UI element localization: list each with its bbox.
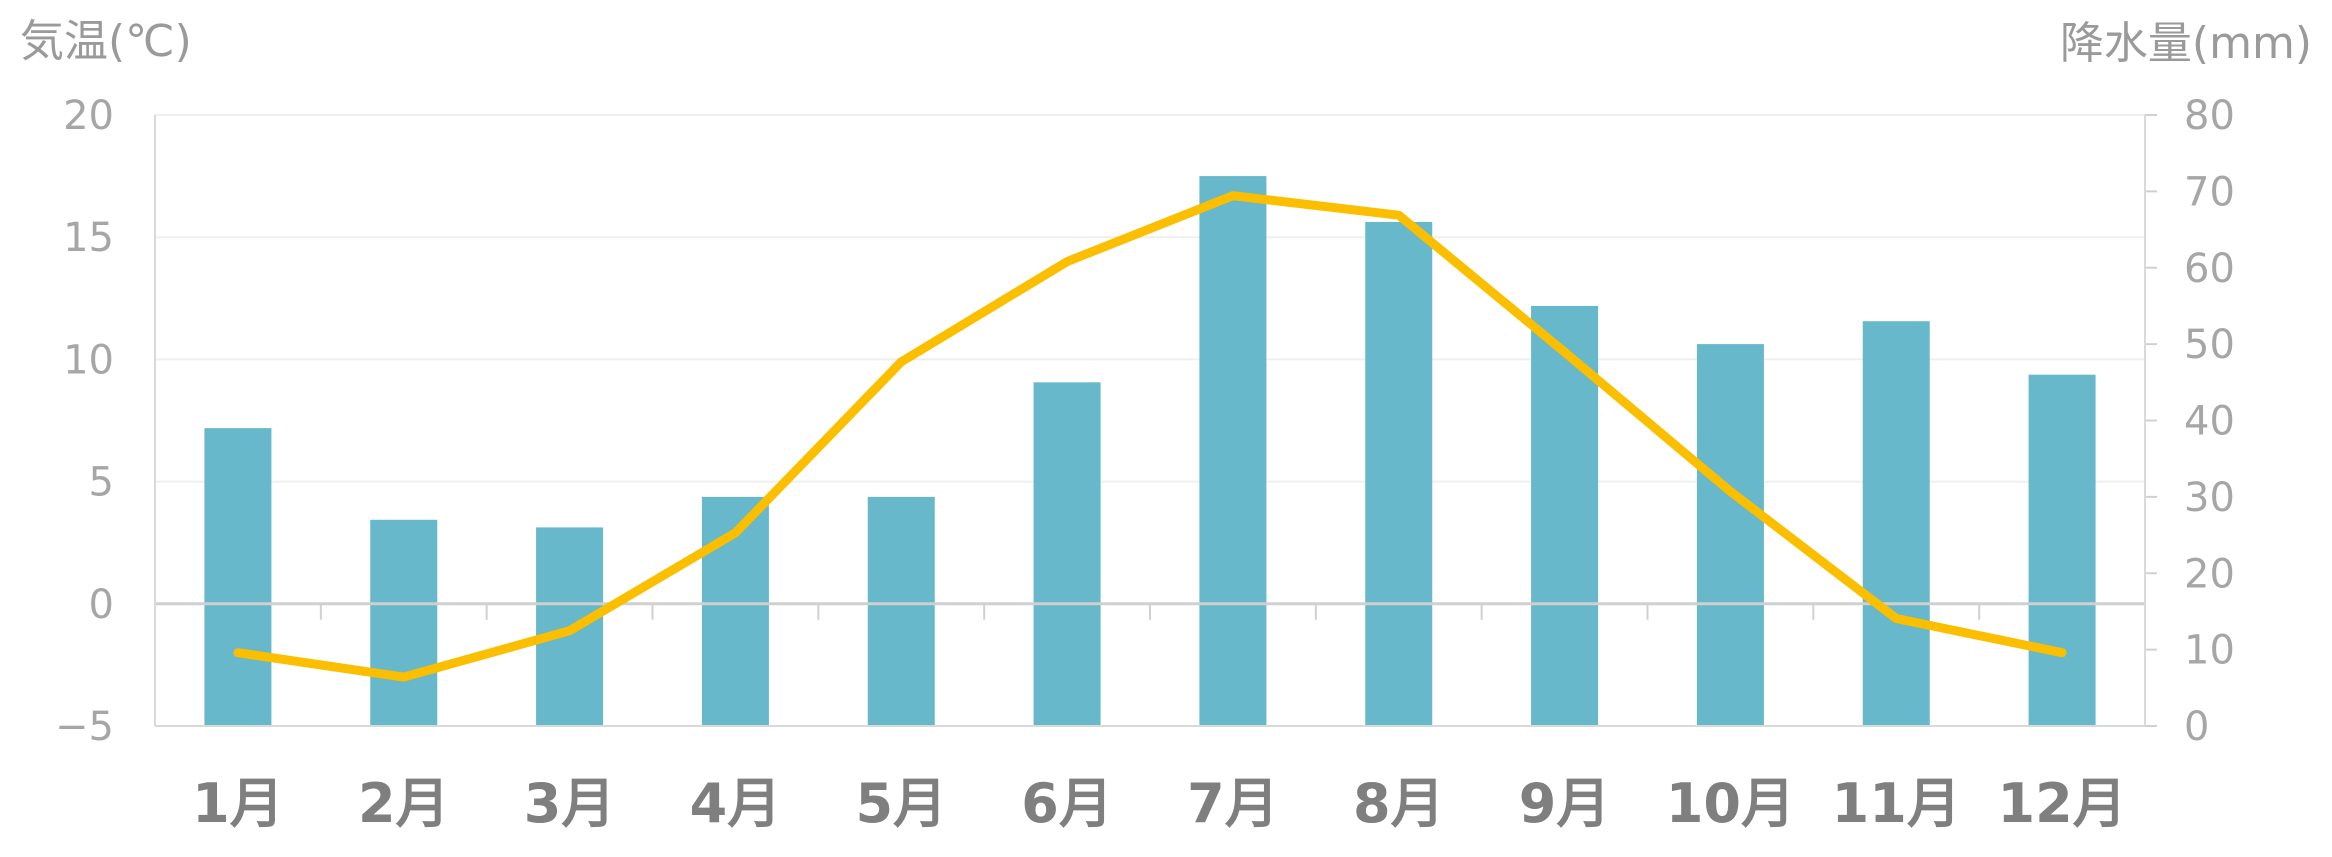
right-tick-label: 50 [2184, 322, 2235, 368]
category-label: 11月 [1832, 772, 1961, 835]
precipitation-bar [1365, 221, 1433, 727]
temperature-line [233, 191, 2067, 682]
left-tick-label: 10 [63, 337, 114, 383]
right-tick-label: 10 [2184, 628, 2235, 674]
precipitation-bar [370, 519, 438, 726]
category-label: 5月 [855, 772, 947, 835]
precipitation-bar [204, 428, 272, 726]
right-tick-label: 80 [2184, 93, 2235, 139]
category-label: 10月 [1666, 772, 1795, 835]
grid-lines [155, 114, 2145, 727]
left-tick-label: 20 [63, 93, 114, 139]
left-tick-label: 5 [89, 460, 114, 506]
category-label: 4月 [690, 772, 782, 835]
precipitation-bar [2028, 374, 2096, 726]
right-axis-title: 降水量(mm) [2060, 18, 2312, 69]
right-tick-label: 30 [2184, 475, 2235, 521]
left-tick-label: 0 [89, 582, 114, 628]
category-label: 2月 [358, 772, 450, 835]
left-axis-title: 気温(℃) [20, 16, 192, 67]
category-label: 7月 [1187, 772, 1279, 835]
right-tick-label: 40 [2184, 399, 2235, 445]
category-label: 1月 [192, 772, 284, 835]
precipitation-bars [204, 176, 2096, 727]
axes [154, 114, 2157, 727]
precipitation-bar [1862, 321, 1930, 726]
precipitation-bar [1696, 344, 1764, 726]
right-tick-label: 60 [2184, 246, 2235, 292]
category-label: 9月 [1519, 772, 1611, 835]
temperature-line-path [233, 191, 2067, 682]
category-label: 8月 [1353, 772, 1445, 835]
category-label: 3月 [524, 772, 616, 835]
precipitation-bar [1033, 382, 1101, 726]
precipitation-bar [1199, 176, 1267, 727]
left-tick-label: −5 [55, 704, 114, 750]
right-tick-label: 20 [2184, 551, 2235, 597]
precipitation-bar [867, 496, 935, 726]
left-tick-label: 15 [63, 215, 114, 261]
category-label: 12月 [1998, 772, 2127, 835]
right-tick-label: 70 [2184, 169, 2235, 215]
category-label: 6月 [1021, 772, 1113, 835]
right-tick-label: 0 [2184, 704, 2209, 750]
